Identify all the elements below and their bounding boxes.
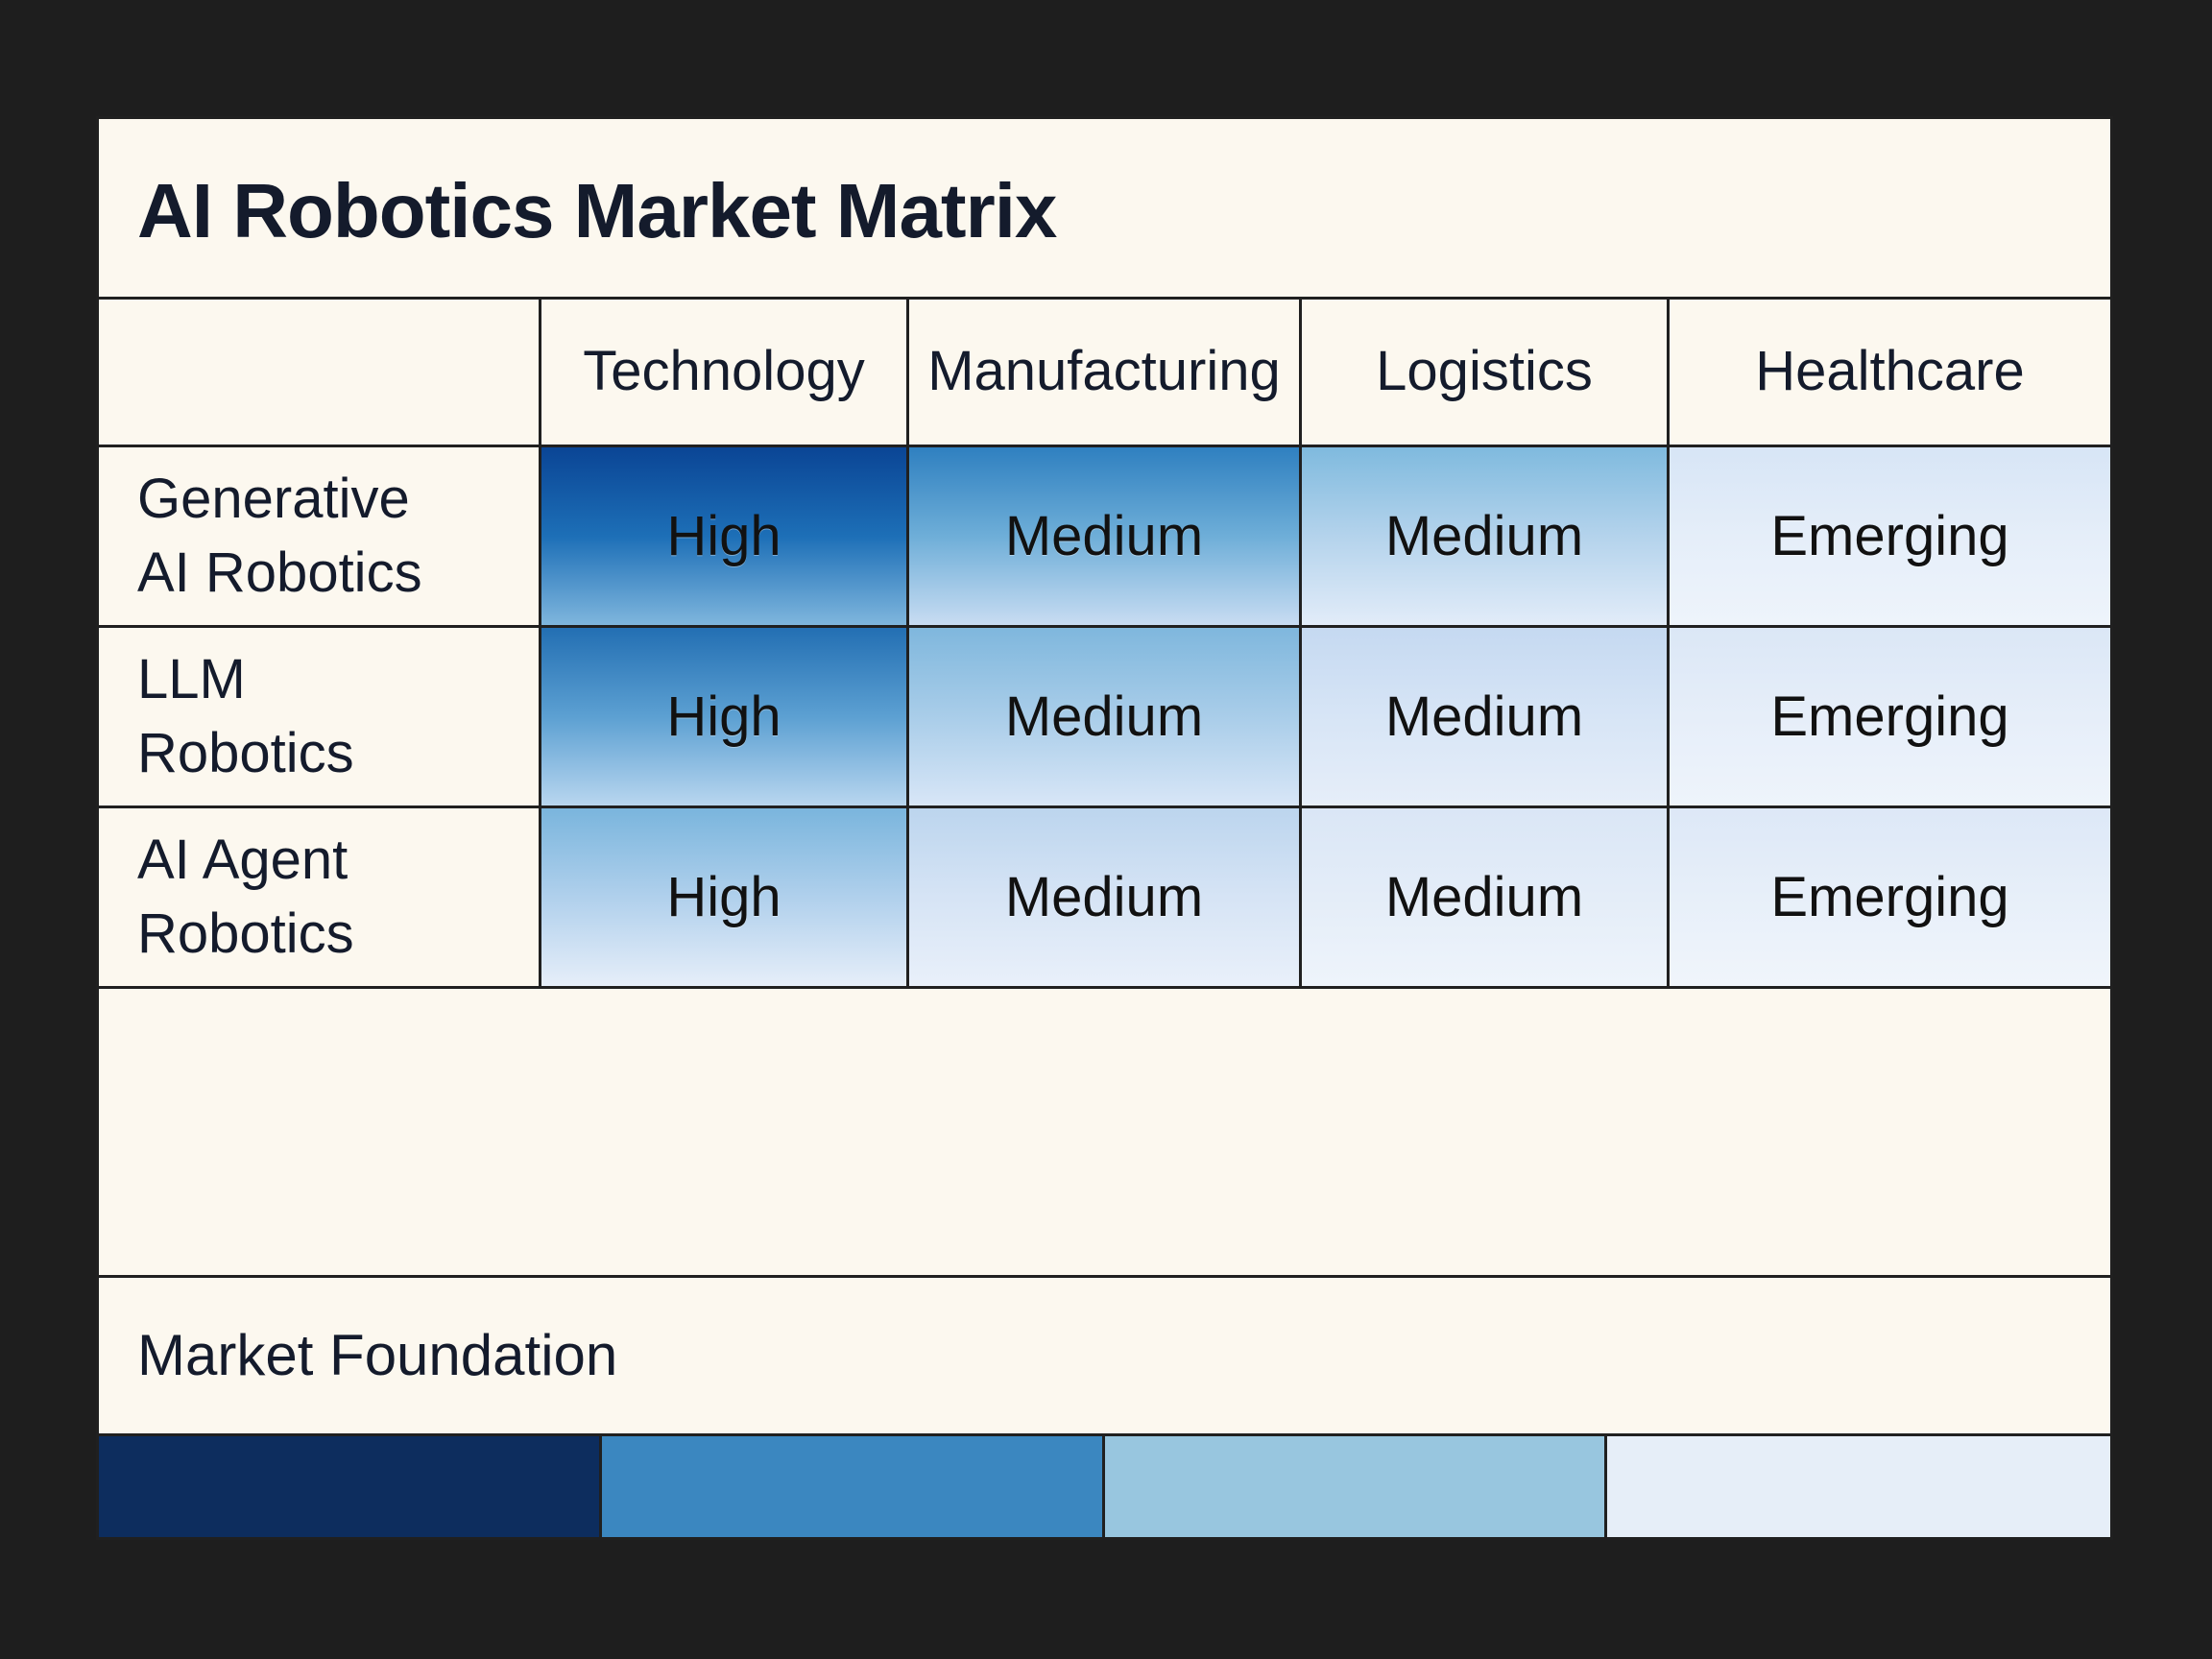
heat-cell: Medium	[909, 808, 1302, 989]
heat-cell: High	[541, 628, 909, 808]
heat-cell: Medium	[1302, 808, 1670, 989]
heat-cell: Emerging	[1670, 447, 2110, 628]
heat-cell: Medium	[909, 447, 1302, 628]
matrix-panel: AI Robotics Market Matrix Technology Manu…	[96, 116, 2113, 1540]
heat-cell: Medium	[909, 628, 1302, 808]
column-header-logistics: Logistics	[1302, 297, 1670, 447]
heat-cell: Emerging	[1670, 628, 2110, 808]
matrix-grid: Technology Manufacturing Logistics Healthca…	[99, 297, 2110, 1274]
legend-swatch	[1607, 1436, 2110, 1537]
column-header-technology: Technology	[541, 297, 909, 447]
corner-cell	[99, 297, 541, 447]
legend-swatch	[1105, 1436, 1607, 1537]
legend-swatch	[99, 1436, 602, 1537]
chart-title: AI Robotics Market Matrix	[137, 168, 1057, 253]
color-scale-bar	[99, 1436, 2110, 1537]
heat-cell: High	[541, 808, 909, 989]
heat-cell: Medium	[1302, 628, 1670, 808]
row-label: Generative AI Robotics	[99, 447, 541, 628]
foundation-row: Market Foundation	[99, 1275, 2110, 1436]
heat-cell: Emerging	[1670, 808, 2110, 989]
row-label: AI Agent Robotics	[99, 808, 541, 989]
column-header-healthcare: Healthcare	[1670, 297, 2110, 447]
heat-cell: High	[541, 447, 909, 628]
row-label: LLM Robotics	[99, 628, 541, 808]
title-row: AI Robotics Market Matrix	[99, 119, 2110, 300]
heat-cell: Medium	[1302, 447, 1670, 628]
column-header-manufacturing: Manufacturing	[909, 297, 1302, 447]
footer-label: Market Foundation	[137, 1323, 618, 1387]
legend-swatch	[602, 1436, 1105, 1537]
